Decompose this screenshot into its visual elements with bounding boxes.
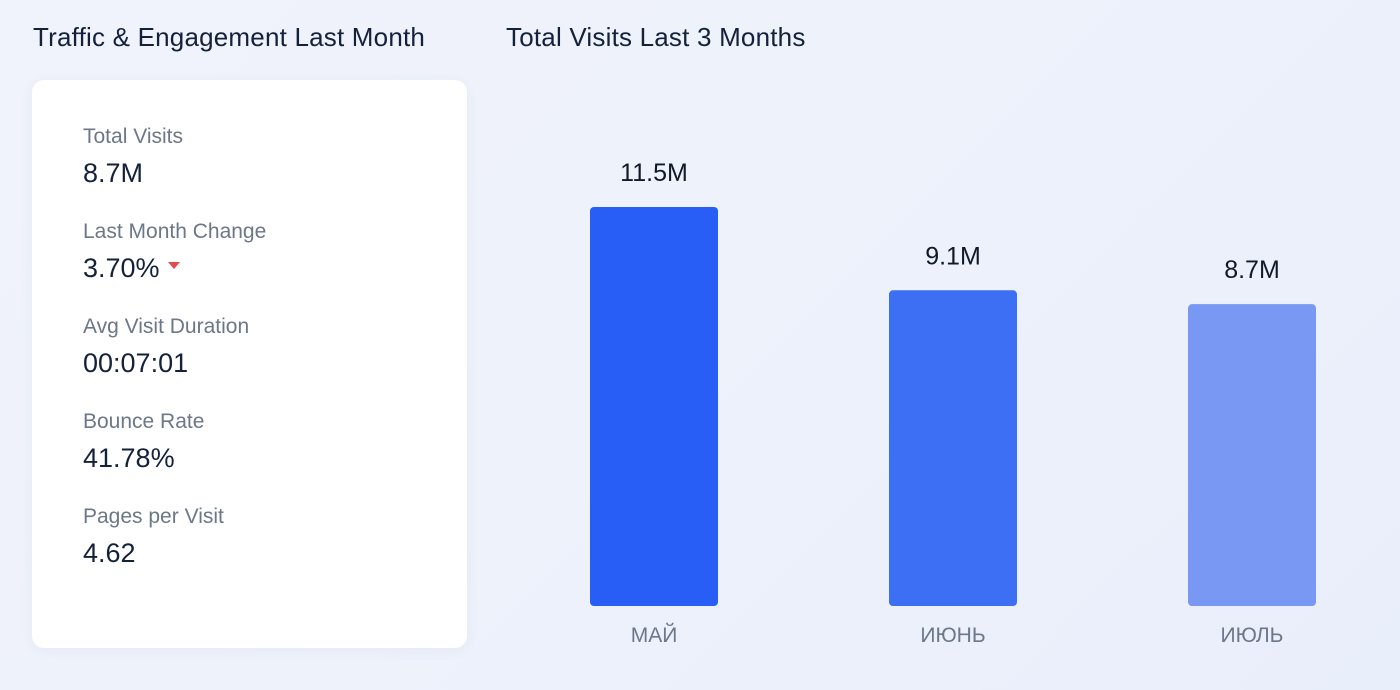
stat-label: Last Month Change [83,220,267,243]
traffic-stats-card: Total Visits 8.7M Last Month Change 3.70… [32,80,467,648]
stat-label: Pages per Visit [83,505,224,528]
stat-pages-per-visit: Pages per Visit 4.62 [83,504,224,570]
x-tick-label: МАЙ [631,623,678,647]
x-tick-label: ИЮЛЬ [1221,624,1284,647]
last-month-change-value: 3.70% [83,253,160,283]
stat-bounce-rate: Bounce Rate 41.78% [83,409,204,475]
bar-1 [889,290,1017,606]
bar-value-label: 9.1M [925,242,981,270]
total-visits-title: Total Visits Last 3 Months [506,22,806,52]
stat-last-month-change: Last Month Change 3.70% [83,219,266,285]
bar-2 [1188,304,1316,606]
stat-value: 8.7M [83,156,183,190]
stat-total-visits: Total Visits 8.7M [83,124,183,190]
stat-label: Total Visits [83,125,183,148]
bar-value-label: 11.5M [620,159,688,187]
caret-down-icon [167,261,180,269]
stat-label: Bounce Rate [83,410,205,433]
stat-value: 3.70% [83,251,266,285]
x-tick-label: ИЮНЬ [920,624,985,647]
stat-value: 00:07:01 [83,346,249,380]
traffic-engagement-title: Traffic & Engagement Last Month [33,22,426,52]
bar-value-label: 8.7M [1224,256,1280,284]
total-visits-value: 8.7M [83,158,144,188]
stat-value: 41.78% [83,441,204,475]
stat-avg-visit-duration: Avg Visit Duration 00:07:01 [83,314,249,380]
pages-per-visit-value: 4.62 [83,538,136,568]
bar-0 [590,207,718,606]
bounce-rate-value: 41.78% [83,443,175,473]
stat-value: 4.62 [83,536,224,570]
avg-visit-duration-value: 00:07:01 [83,348,189,378]
stat-label: Avg Visit Duration [83,315,250,338]
